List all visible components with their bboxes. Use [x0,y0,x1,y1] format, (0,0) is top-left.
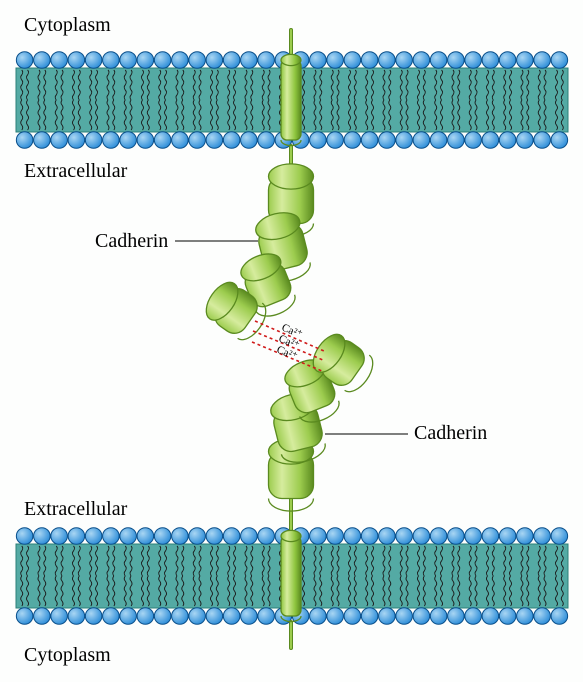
cytoplasm-bottom-label: Cytoplasm [24,644,111,667]
extracellular-top-label: Extracellular [24,160,127,183]
extracellular-bottom-label: Extracellular [24,498,127,521]
cadherin-right-label: Cadherin [414,422,487,445]
cadherin-left-label: Cadherin [95,230,168,253]
cytoplasm-top-label: Cytoplasm [24,14,111,37]
